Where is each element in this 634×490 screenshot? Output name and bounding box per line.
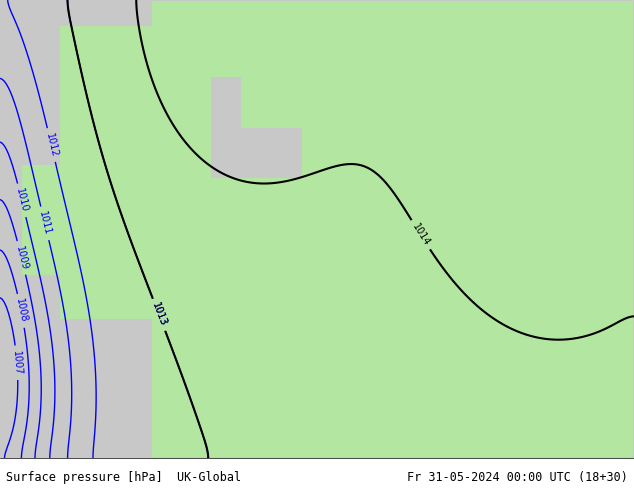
Text: Fr 31-05-2024 00:00 UTC (18+30): Fr 31-05-2024 00:00 UTC (18+30) [407,471,628,484]
Text: 1014: 1014 [410,222,431,248]
Text: 1013: 1013 [150,301,168,328]
Text: 1013: 1013 [150,301,168,328]
Text: 1010: 1010 [14,187,30,213]
Text: Surface pressure [hPa]  UK-Global: Surface pressure [hPa] UK-Global [6,471,242,484]
Text: 1012: 1012 [44,132,59,158]
Text: 1009: 1009 [14,245,29,271]
Text: 1011: 1011 [37,210,53,236]
Text: 1008: 1008 [14,298,29,324]
Text: 1007: 1007 [11,350,23,375]
